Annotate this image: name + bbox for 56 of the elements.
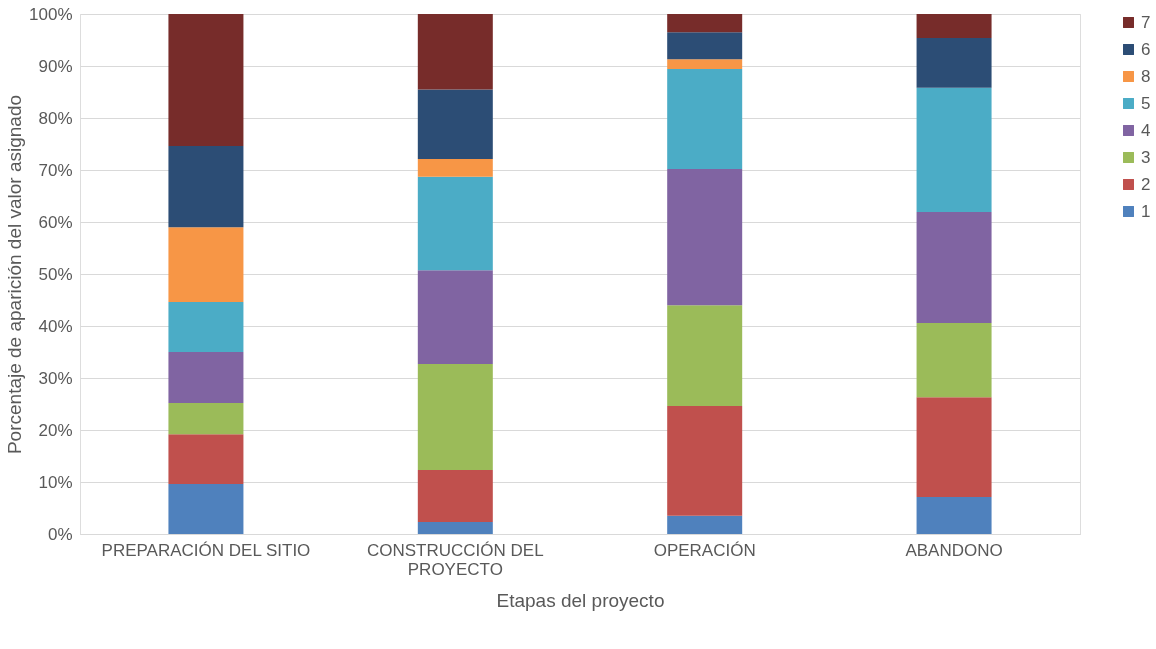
- bar: [168, 146, 244, 228]
- y-tick-label: 60%: [38, 212, 73, 232]
- y-tick-label: 30%: [38, 368, 73, 388]
- bar: [667, 168, 743, 306]
- bar: [916, 37, 992, 88]
- bar: [417, 176, 493, 271]
- legend-label: 5: [1141, 93, 1151, 113]
- legend-label: 7: [1141, 12, 1151, 32]
- bar: [417, 159, 493, 177]
- bar: [667, 14, 743, 33]
- bar: [417, 14, 493, 90]
- bar: [667, 515, 743, 534]
- bar: [168, 484, 244, 534]
- bar: [417, 89, 493, 160]
- bar: [667, 406, 743, 516]
- bar: [916, 14, 992, 38]
- bar: [168, 227, 244, 303]
- y-tick-label: 70%: [38, 160, 73, 180]
- x-axis-title: Etapas del proyecto: [496, 589, 665, 611]
- bar: [916, 497, 992, 534]
- bar: [667, 69, 743, 169]
- bar: [916, 87, 992, 213]
- bar: [916, 397, 992, 498]
- y-tick-label: 50%: [38, 264, 73, 284]
- y-tick-label: 100%: [29, 4, 73, 24]
- bar: [667, 305, 743, 407]
- legend-label: 8: [1141, 66, 1151, 86]
- y-tick-label: 20%: [38, 420, 73, 440]
- bar: [417, 363, 493, 471]
- x-tick-label: OPERACIÓN: [653, 540, 756, 560]
- bar: [417, 270, 493, 364]
- legend-label: 6: [1141, 39, 1151, 59]
- bar: [168, 14, 244, 147]
- x-tick-label: ABANDONO: [905, 540, 1003, 560]
- bar: [417, 470, 493, 523]
- bar: [168, 352, 244, 403]
- x-tick-label: CONSTRUCCIÓN DEL PROYECTO: [367, 540, 544, 579]
- bar: [667, 32, 743, 60]
- legend-label: 4: [1141, 120, 1151, 140]
- y-tick-label: 40%: [38, 316, 73, 336]
- bar: [168, 434, 244, 485]
- bar: [168, 302, 244, 352]
- y-axis-title: Porcentaje de aparición del valor asignado: [4, 94, 26, 455]
- y-tick-label: 80%: [38, 108, 73, 128]
- bar: [667, 59, 743, 70]
- legend-label: 2: [1141, 174, 1151, 194]
- bar: [417, 522, 493, 534]
- bar: [916, 322, 992, 398]
- bar: [916, 212, 992, 323]
- legend-label: 3: [1141, 147, 1151, 167]
- y-tick-label: 10%: [38, 472, 73, 492]
- legend-label: 1: [1141, 201, 1151, 221]
- y-tick-label: 0%: [47, 524, 73, 544]
- x-tick-label: PREPARACIÓN DEL SITIO: [101, 540, 311, 560]
- bar: [168, 402, 244, 435]
- y-tick-label: 90%: [38, 56, 73, 76]
